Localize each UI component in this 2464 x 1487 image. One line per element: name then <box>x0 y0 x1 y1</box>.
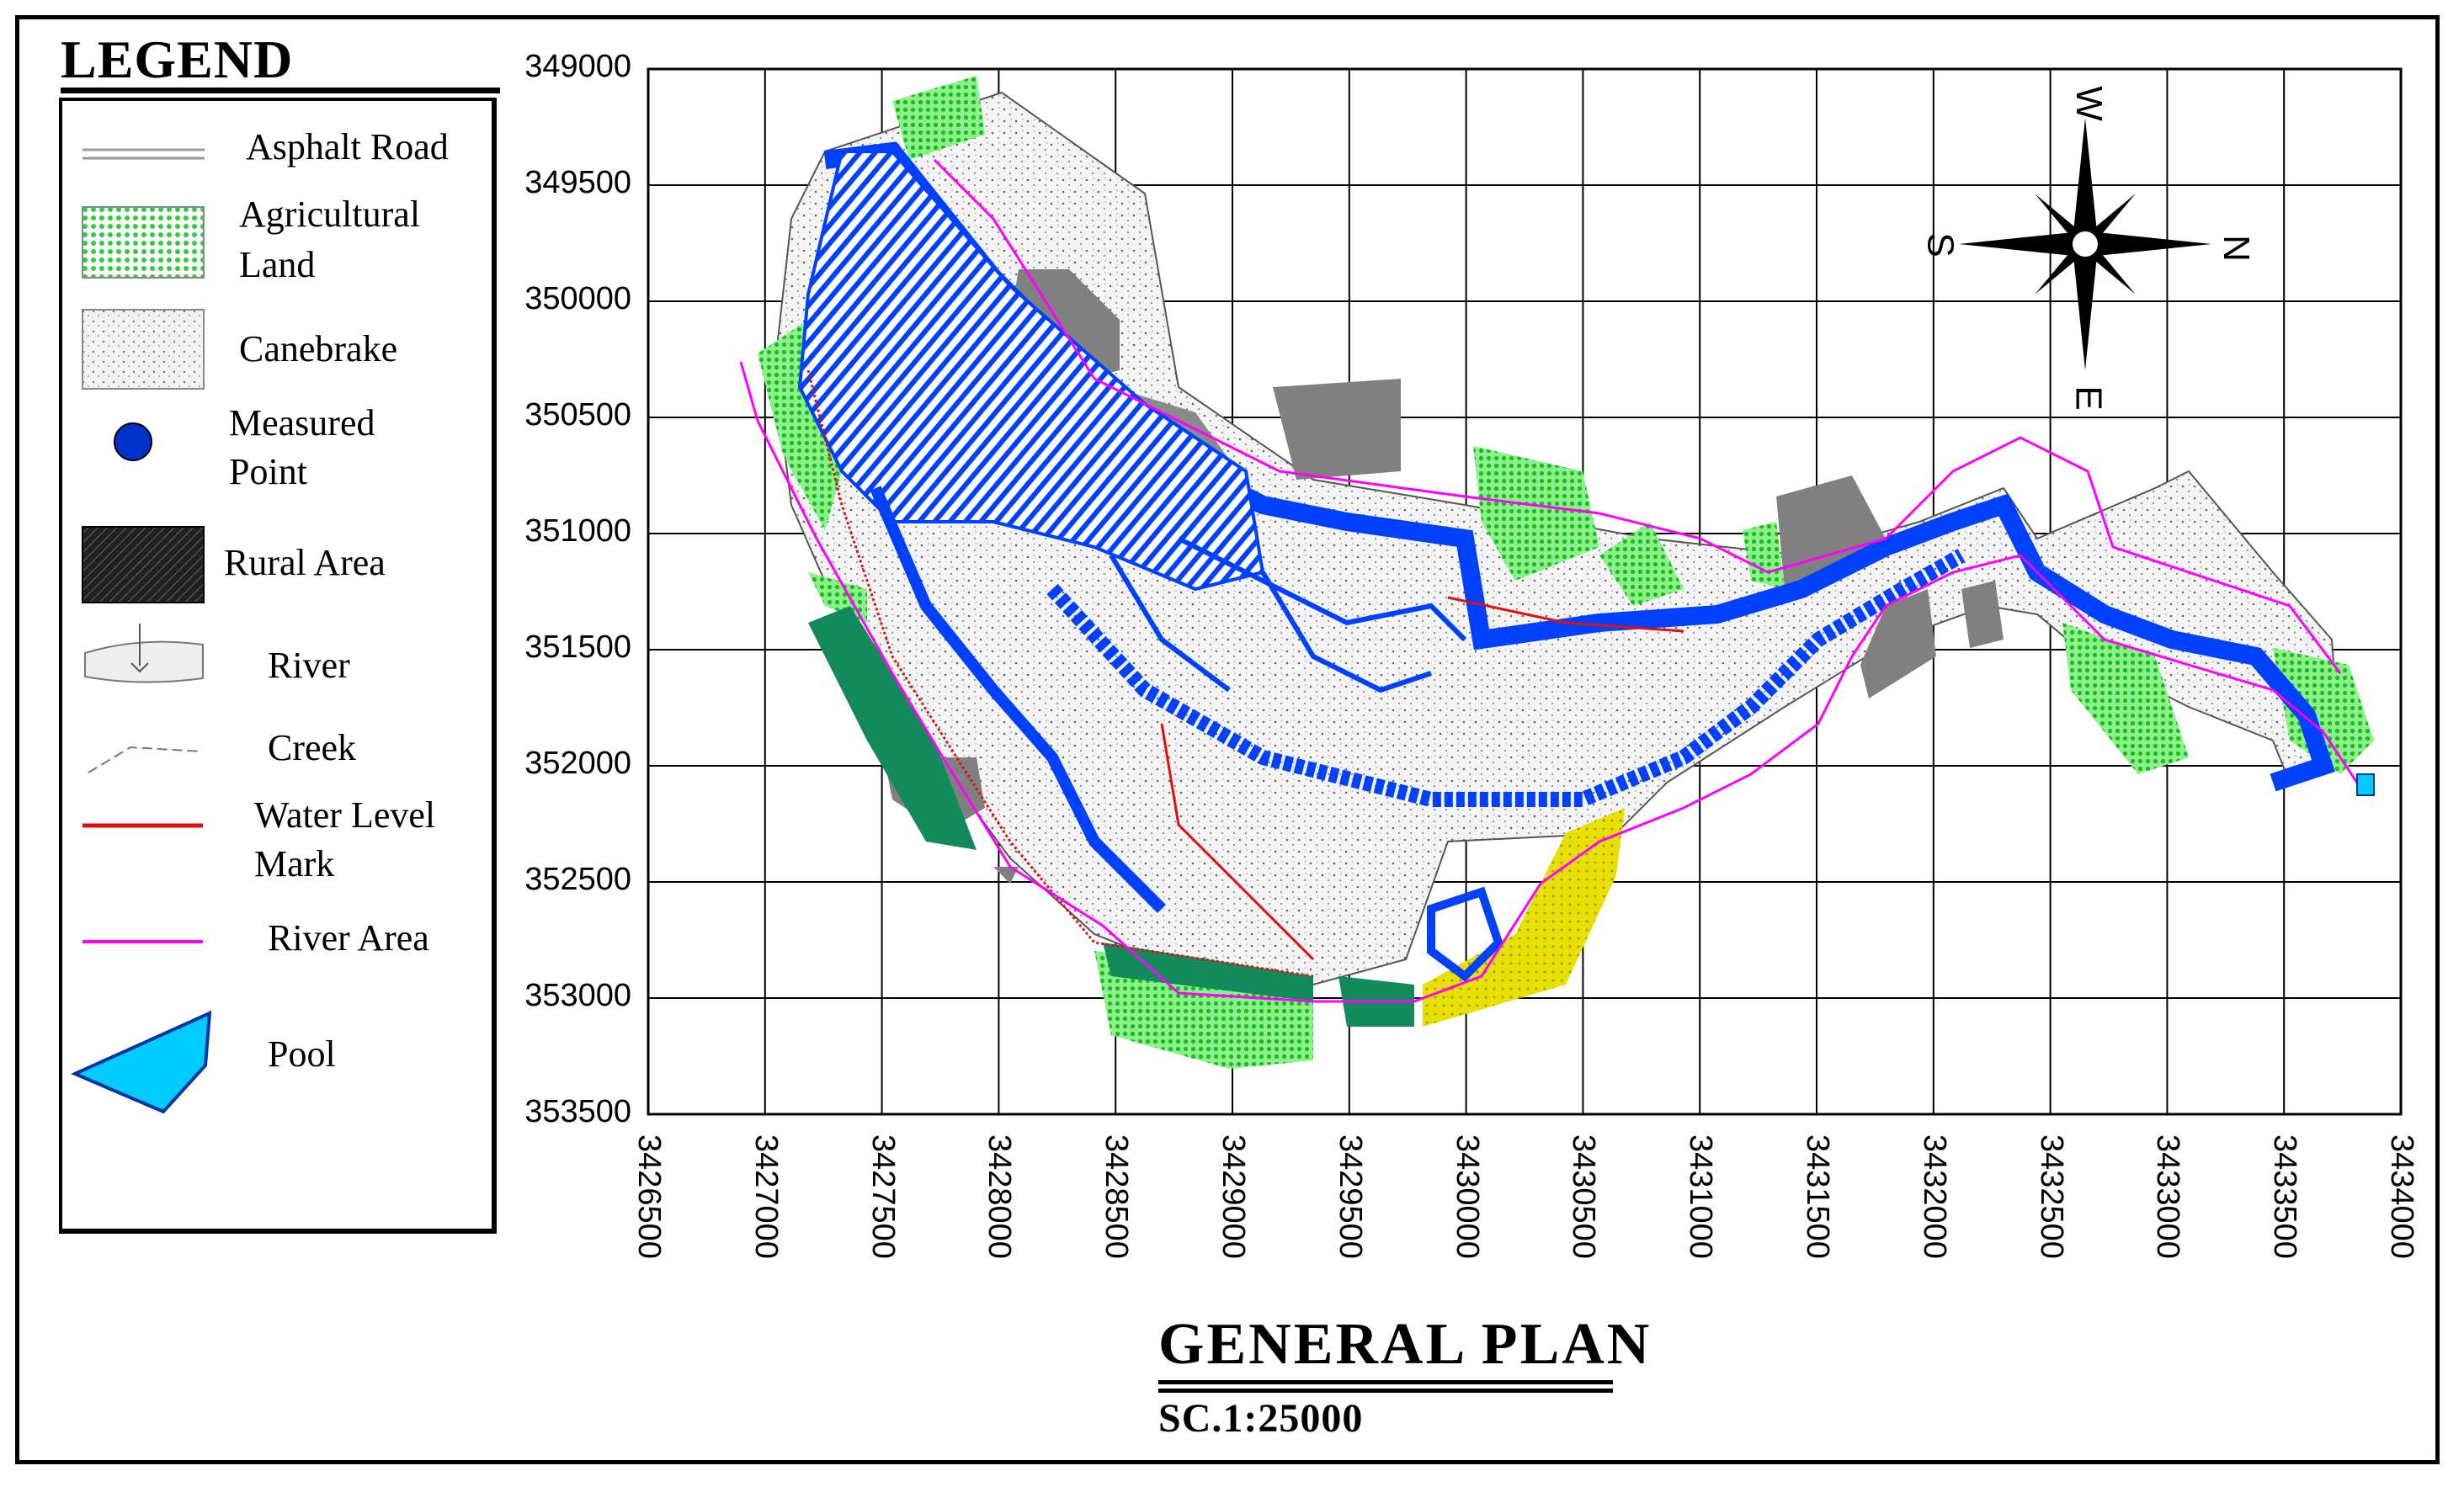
y-axis-tick-label: 350000 <box>524 281 631 316</box>
agricultural-land <box>758 320 842 530</box>
plan-scale: SC.1:25000 <box>1158 1396 1364 1441</box>
y-axis-tick-label: 352500 <box>524 862 631 897</box>
agricultural-land-icon <box>82 206 205 279</box>
plan-title: GENERAL PLAN <box>1158 1312 1652 1377</box>
legend-label-canebrake: Canebrake <box>239 328 398 369</box>
legend-label-asphalt-road: Asphalt Road <box>246 126 449 167</box>
rural-area <box>1961 581 2004 648</box>
compass-letter-n: N <box>2215 235 2257 262</box>
legend-label-land: Land <box>239 244 316 285</box>
agricultural-land <box>2062 623 2189 774</box>
legend-label-measured: Measured <box>229 402 375 443</box>
compass-letter-e: E <box>2068 385 2110 411</box>
x-axis-tick-label: 3428500 <box>1099 1134 1135 1259</box>
legend-label-agricultural: Agricultural <box>239 194 421 235</box>
river-area-icon <box>82 940 203 943</box>
rural-area <box>1273 379 1401 480</box>
legend-label-river-area: River Area <box>268 917 429 959</box>
pool-icon <box>71 1010 212 1114</box>
river-channel <box>1260 571 1432 693</box>
measured-point-icon <box>114 422 152 461</box>
x-axis-tick-label: 3427500 <box>865 1134 901 1259</box>
y-axis-tick-label: 350500 <box>524 397 631 433</box>
river-channel <box>1046 549 1966 807</box>
river-area-line <box>739 361 2359 1003</box>
plan-title-underline <box>1158 1389 1613 1393</box>
rural-area <box>1860 589 1936 698</box>
dark-green-area <box>808 606 977 850</box>
x-axis-tick-label: 3431000 <box>1683 1134 1719 1259</box>
legend-box <box>59 98 497 1234</box>
compass-letter-s: S <box>1919 232 1961 258</box>
river-channel <box>870 486 1166 913</box>
x-axis-tick-label: 3432000 <box>1916 1134 1952 1259</box>
y-axis-tick-label: 351500 <box>524 629 631 665</box>
agricultural-land <box>1473 446 1599 581</box>
x-axis-tick-label: 3430500 <box>1566 1134 1602 1259</box>
map-frame <box>15 15 2440 1464</box>
water-level-mark <box>1447 596 1684 633</box>
y-axis-tick-label: 353500 <box>524 1094 631 1129</box>
creek-icon <box>88 746 203 773</box>
legend-label-creek: Creek <box>268 727 357 768</box>
legend-title: LEGEND <box>61 29 294 89</box>
river-area-line <box>933 158 2342 674</box>
water-level-mark-icon <box>82 823 203 828</box>
river-icon <box>84 624 204 683</box>
legend-title-underline <box>61 88 500 93</box>
river-channel <box>1427 886 1503 982</box>
legend-label-river: River <box>268 645 350 686</box>
y-axis-tick-label: 352000 <box>524 746 631 781</box>
agricultural-land <box>1743 522 1785 589</box>
x-axis-tick-label: 3434000 <box>2384 1134 2419 1259</box>
asphalt-road-icon <box>82 148 205 160</box>
x-axis-tick-label: 3430000 <box>1449 1134 1485 1259</box>
x-axis-tick-label: 3426500 <box>631 1134 667 1259</box>
y-axis-tick-label: 349000 <box>524 49 631 84</box>
rural-area <box>1776 475 1886 589</box>
x-axis-tick-label: 3429000 <box>1216 1134 1251 1259</box>
x-axis-tick-label: 3431500 <box>1800 1134 1835 1259</box>
x-axis-tick-label: 3427000 <box>748 1134 784 1259</box>
y-axis-tick-label: 353000 <box>524 978 631 1013</box>
x-axis-tick-label: 3428000 <box>982 1134 1018 1259</box>
rural-area <box>1010 269 1120 379</box>
legend-label-pool: Pool <box>268 1033 336 1075</box>
dark-green-area <box>1103 943 1313 1001</box>
plan-title-underline <box>1158 1380 1613 1384</box>
legend-label-point: Point <box>229 451 307 492</box>
x-axis-tick-label: 3429500 <box>1332 1134 1368 1259</box>
x-axis-tick-label: 3432500 <box>2033 1134 2069 1259</box>
legend-label-water-level: Water Level <box>254 794 436 836</box>
agricultural-land <box>1599 522 1684 606</box>
canebrake-icon <box>82 309 205 390</box>
river-channel <box>1109 554 1231 693</box>
agricultural-land <box>892 76 985 160</box>
x-axis-tick-label: 3433500 <box>2267 1134 2303 1259</box>
compass-rose-icon <box>1959 118 2211 370</box>
legend-label-mark: Mark <box>254 843 335 884</box>
legend-label-rural-area: Rural Area <box>224 542 386 583</box>
map-features <box>739 76 2375 1069</box>
x-axis-tick-label: 3433000 <box>2150 1134 2186 1259</box>
rural-area <box>993 867 1019 884</box>
y-axis-tick-label: 351000 <box>524 513 631 549</box>
rural-area-icon <box>82 526 205 603</box>
river-hatched-area <box>797 150 1265 592</box>
agricultural-land <box>2273 648 2374 774</box>
river-channel <box>1177 536 1467 642</box>
compass-letter-w: W <box>2068 86 2110 121</box>
pool <box>2356 773 2375 796</box>
water-level-mark <box>1160 723 1315 961</box>
y-axis-tick-label: 349500 <box>524 165 631 200</box>
